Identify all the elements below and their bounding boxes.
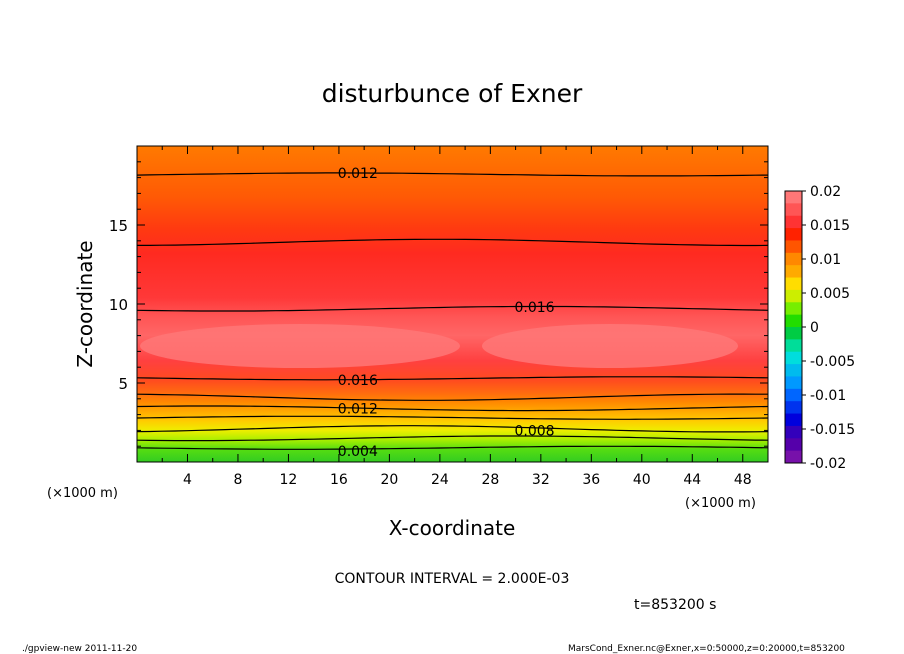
contour-line (136, 172, 769, 177)
contour-label: 0.012 (338, 166, 378, 182)
contour-label: 0.012 (338, 401, 378, 417)
y-tick-label: 5 (118, 375, 128, 393)
colorbar: 0.02 0.015 0.01 0.005 0 -0.005 -0.01 -0.015 -0.0… (784, 184, 855, 472)
contour-lines (136, 172, 769, 450)
contour-label: 0.004 (338, 444, 378, 460)
colorbar-tick-label: -0.005 (810, 354, 855, 370)
y-unit-label: (×1000 m) (47, 486, 118, 501)
colorbar-tick-label: 0.005 (810, 286, 850, 302)
x-tick-label: 4 (183, 472, 192, 488)
x-axis-label: X-coordinate (389, 516, 516, 540)
colorbar-band (785, 191, 802, 204)
contour-line (136, 305, 769, 312)
colorbar-band (785, 450, 802, 464)
colorbar-band (785, 289, 802, 303)
colorbar-band (785, 314, 802, 328)
contour-label: 0.008 (514, 423, 554, 439)
colorbar-band (785, 277, 802, 291)
colorbar-band (785, 265, 802, 279)
contour-label: 0.016 (338, 373, 378, 389)
y-tick-label: 10 (109, 296, 128, 314)
colorbar-tick-label: -0.015 (810, 422, 855, 438)
y-axis-label: Z-coordinate (73, 240, 97, 367)
x-tick-label: 44 (683, 472, 701, 488)
contour-line (136, 376, 769, 381)
x-tick-label: 8 (233, 472, 242, 488)
colorbar-band (785, 401, 802, 415)
colorbar-tick-label: 0 (810, 320, 819, 336)
contour-labels: 0.012 0.016 0.016 0.012 0.008 0.004 (338, 166, 555, 460)
colorbar-tick-label: 0.015 (810, 218, 850, 234)
colorbar-band (785, 351, 802, 365)
x-tick-label: 20 (380, 472, 398, 488)
x-tick-label: 12 (280, 472, 298, 488)
y-axis: 5 10 15 (109, 145, 768, 463)
colorbar-band (785, 364, 802, 377)
plot-area: 0.012 0.016 0.016 0.012 0.008 0.004 (136, 145, 769, 463)
colorbar-band (785, 215, 802, 229)
x-tick-label: 16 (330, 472, 348, 488)
footer-left: ./gpview-new 2011-11-20 (22, 644, 138, 654)
colorbar-band (785, 327, 802, 340)
colorbar-tick-label: 0.01 (810, 252, 841, 268)
x-tick-label: 40 (633, 472, 651, 488)
contour-line (136, 405, 769, 412)
contour-interval-text: CONTOUR INTERVAL = 2.000E-03 (335, 571, 570, 587)
colorbar-band (785, 388, 802, 402)
colorbar-band (785, 302, 802, 316)
colorbar-band (785, 413, 802, 427)
contour-label: 0.016 (514, 300, 554, 316)
field-fill (137, 146, 768, 462)
colorbar-band (785, 376, 802, 390)
colorbar-band (785, 438, 802, 452)
colorbar-band (785, 252, 802, 266)
colorbar-band (785, 425, 802, 439)
footer-right: MarsCond_Exner.nc@Exner,x=0:50000,z=0:20… (568, 644, 845, 654)
field-max-region-right (482, 324, 738, 368)
colorbar-band (785, 339, 802, 353)
colorbar-tick-label: 0.02 (810, 184, 841, 200)
x-axis: 4 8 12 16 20 24 28 32 36 40 44 48 (136, 146, 769, 488)
colorbar-band (785, 203, 802, 217)
contour-line (136, 425, 769, 433)
contour-line (136, 415, 769, 420)
colorbar-tick-label: -0.02 (810, 456, 846, 472)
colorbar-tick-label: -0.01 (810, 388, 846, 404)
contour-line (136, 445, 769, 450)
y-tick-label: 15 (109, 217, 128, 235)
x-unit-label: (×1000 m) (685, 496, 756, 511)
colorbar-band (785, 240, 802, 254)
contour-line (137, 238, 769, 247)
x-tick-label: 24 (431, 472, 449, 488)
chart-title: disturbunce of Exner (322, 79, 583, 108)
colorbar-band (785, 228, 802, 241)
time-text: t=853200 s (634, 597, 716, 613)
x-tick-label: 28 (481, 472, 499, 488)
field-max-region-left (140, 324, 460, 368)
contour-line (136, 393, 768, 401)
contour-line (136, 435, 769, 442)
x-tick-label: 36 (582, 472, 600, 488)
x-tick-label: 48 (734, 472, 752, 488)
x-tick-label: 32 (532, 472, 550, 488)
